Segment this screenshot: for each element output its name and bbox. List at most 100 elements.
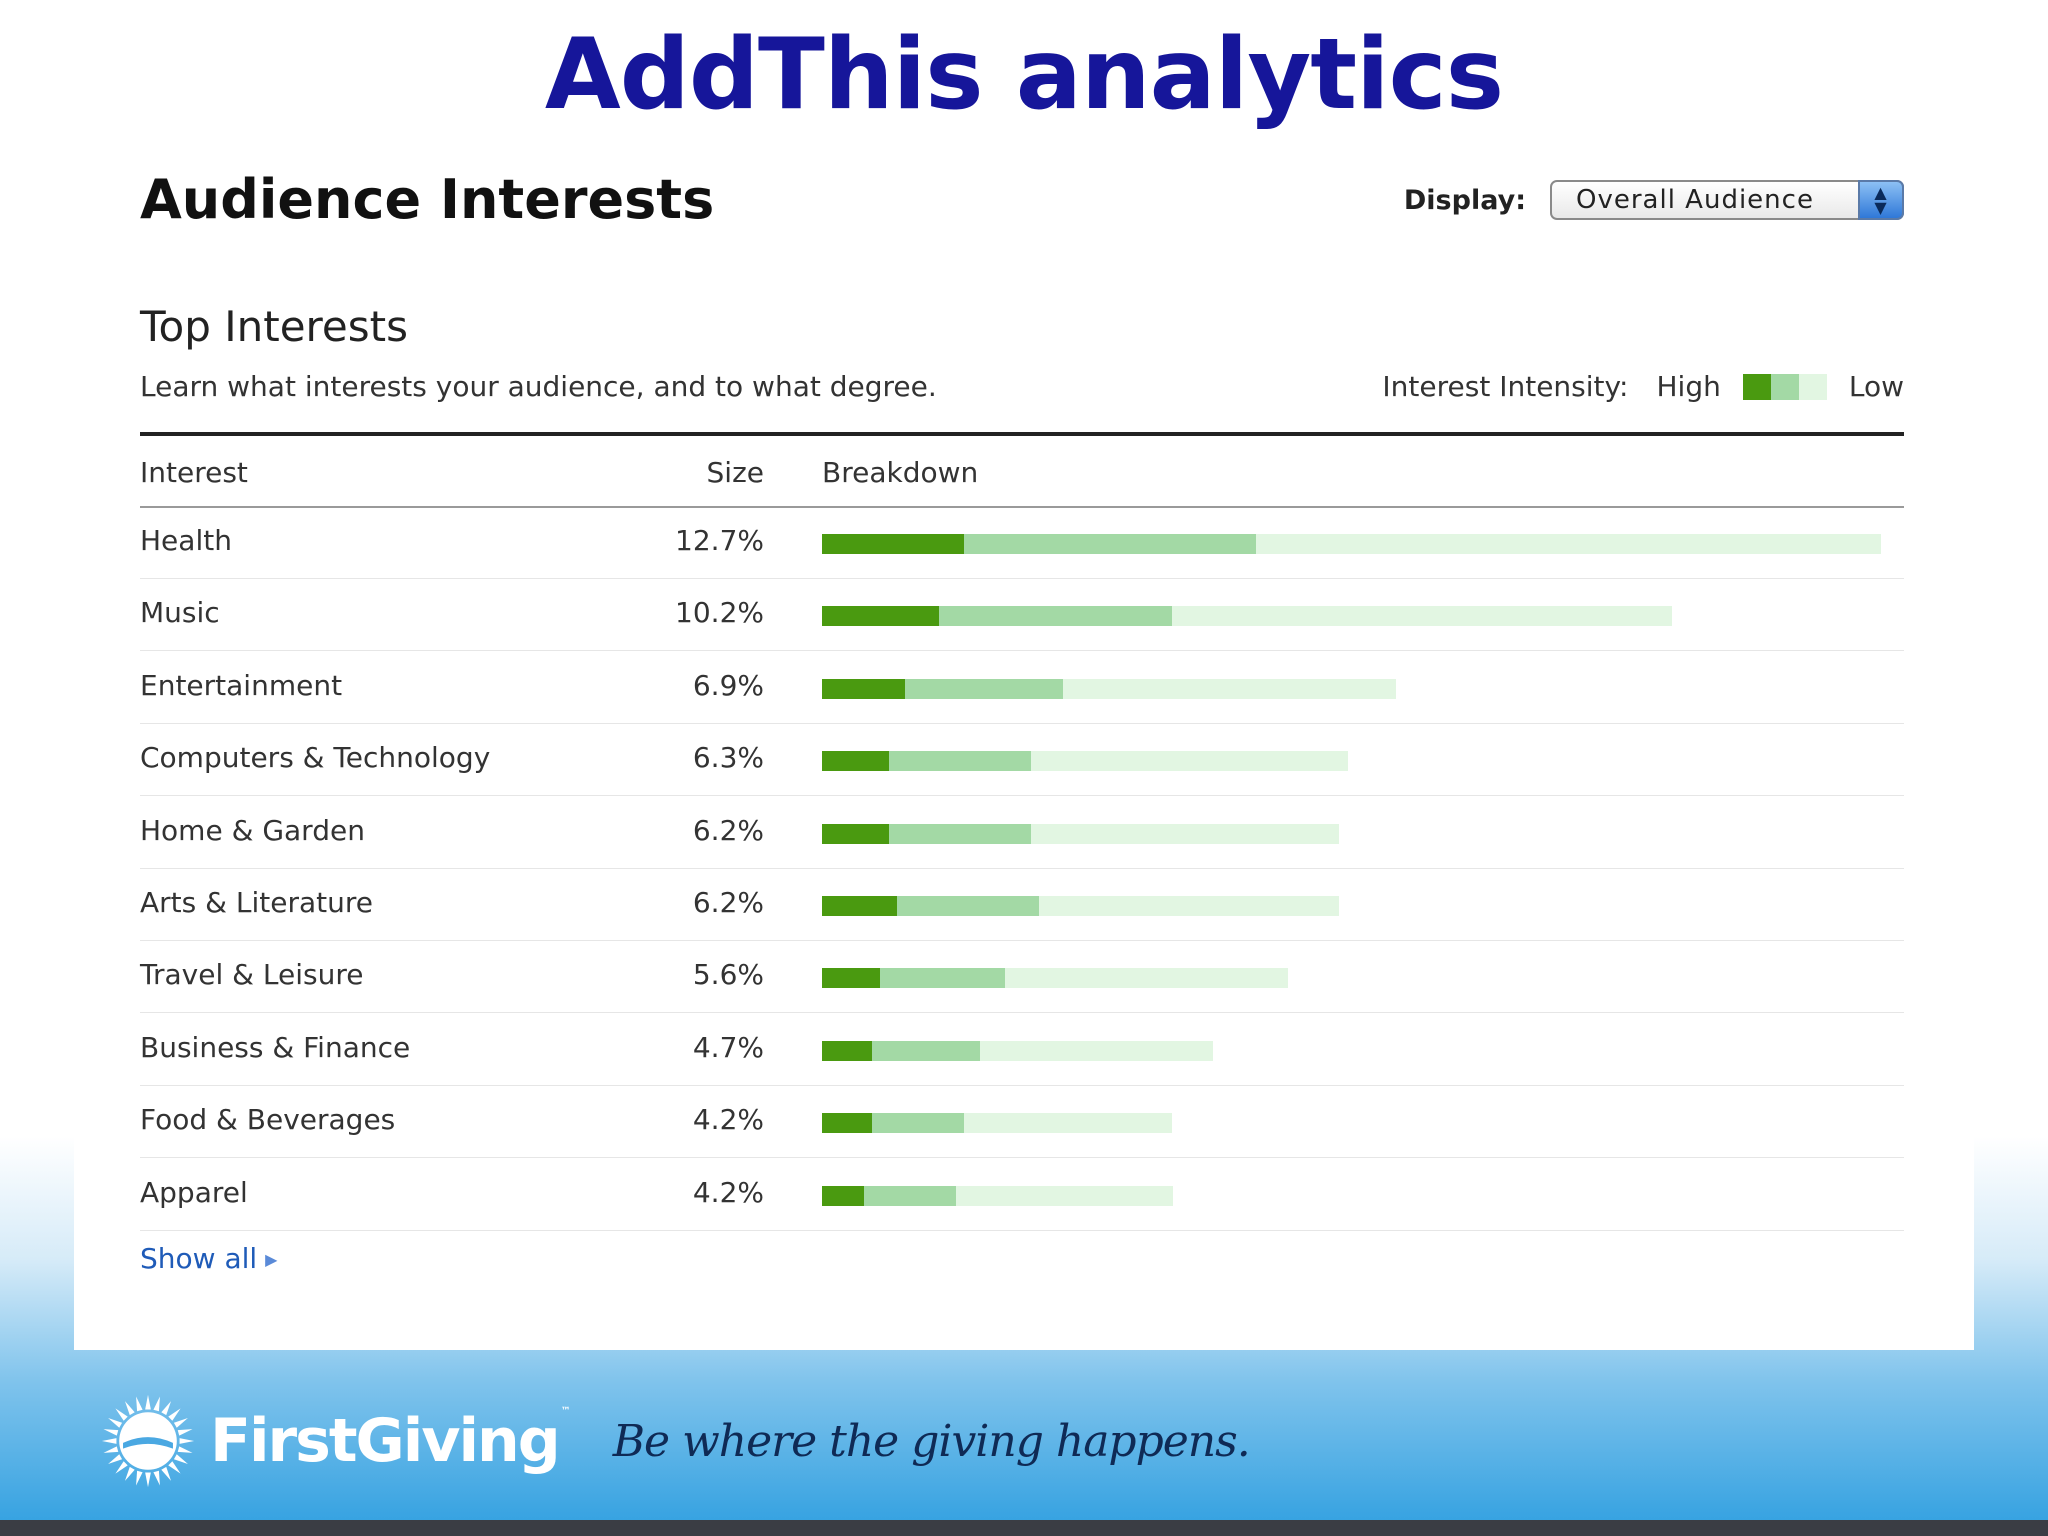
- interest-size: 6.2%: [692, 885, 764, 919]
- breakdown-bar: [822, 1185, 1173, 1206]
- bar-segment-high: [822, 1040, 872, 1061]
- bar-segment-high: [822, 968, 880, 989]
- bar-segment-mid: [939, 606, 1172, 627]
- section-title: Top Interests: [140, 302, 408, 351]
- bar-segment-low: [1005, 968, 1288, 989]
- bar-segment-low: [1172, 606, 1672, 627]
- audience-select-value: Overall Audience: [1576, 185, 1814, 215]
- table-row: Home & Garden 6.2%: [140, 798, 1904, 869]
- tagline: Be where the giving happens.: [612, 1415, 1251, 1467]
- bar-segment-mid: [872, 1040, 980, 1061]
- interest-size: 10.2%: [675, 596, 764, 630]
- interest-size: 6.2%: [692, 813, 764, 847]
- table-top-rule: [140, 432, 1904, 436]
- bar-segment-high: [822, 895, 897, 916]
- breakdown-bar: [822, 1113, 1172, 1134]
- bar-segment-high: [822, 534, 964, 554]
- interest-size: 4.2%: [692, 1175, 764, 1209]
- swatch-high: [1742, 373, 1771, 400]
- swatch-low: [1798, 373, 1827, 400]
- bar-segment-high: [822, 1185, 864, 1206]
- show-all-link[interactable]: Show all ▶: [140, 1242, 277, 1275]
- intensity-high-label: High: [1656, 370, 1721, 403]
- display-control: Display: Overall Audience ▲ ▼: [1404, 180, 1904, 220]
- table-row: Health 12.7%: [140, 508, 1904, 579]
- slide-title: AddThis analytics: [544, 18, 1504, 132]
- bar-segment-low: [1039, 895, 1339, 916]
- interest-size: 12.7%: [675, 524, 764, 557]
- interest-size: 4.7%: [692, 1030, 764, 1064]
- bar-segment-low: [964, 1113, 1172, 1134]
- bar-segment-mid: [964, 534, 1256, 554]
- bar-segment-high: [822, 823, 889, 844]
- interest-name: Home & Garden: [140, 813, 365, 847]
- interest-size: 6.3%: [692, 741, 764, 775]
- bar-segment-low: [956, 1185, 1173, 1206]
- interest-name: Travel & Leisure: [140, 958, 364, 992]
- bar-segment-low: [980, 1040, 1213, 1061]
- section-subtitle: Learn what interests your audience, and …: [140, 370, 937, 403]
- bar-segment-high: [822, 751, 889, 772]
- intensity-low-label: Low: [1848, 370, 1904, 403]
- interest-name: Music: [140, 596, 220, 630]
- interest-name: Food & Beverages: [140, 1103, 396, 1137]
- interest-name: Entertainment: [140, 668, 343, 702]
- table-row: Entertainment 6.9%: [140, 653, 1904, 724]
- triangle-right-icon: ▶: [265, 1250, 278, 1269]
- breakdown-bar: [822, 968, 1288, 989]
- bottom-strip: [0, 1520, 2048, 1536]
- column-header-size: Size: [706, 456, 764, 489]
- bar-segment-mid: [872, 1113, 964, 1134]
- brand-name-text: FirstGiving: [210, 1406, 561, 1476]
- bar-segment-low: [1031, 823, 1339, 844]
- table-row: Arts & Literature 6.2%: [140, 870, 1904, 941]
- breakdown-bar: [822, 606, 1672, 627]
- bar-segment-mid: [897, 895, 1039, 916]
- table-row: Business & Finance 4.7%: [140, 1015, 1904, 1086]
- intensity-label: Interest Intensity:: [1382, 370, 1629, 403]
- bar-segment-low: [1063, 678, 1396, 699]
- breakdown-bar: [822, 895, 1339, 916]
- footer-branding: FirstGiving ™ Be where the giving happens…: [100, 1386, 1251, 1496]
- bar-segment-mid: [880, 968, 1005, 989]
- swatch-mid: [1770, 373, 1799, 400]
- column-header-interest: Interest: [140, 456, 248, 489]
- bar-segment-mid: [889, 823, 1031, 844]
- bar-segment-high: [822, 678, 905, 699]
- column-header-breakdown: Breakdown: [822, 456, 979, 489]
- interest-size: 6.9%: [692, 668, 764, 702]
- display-label: Display:: [1403, 184, 1526, 216]
- interest-name: Apparel: [140, 1175, 248, 1209]
- breakdown-bar: [822, 1040, 1213, 1061]
- audience-select[interactable]: Overall Audience ▲ ▼: [1550, 180, 1904, 220]
- show-all-label: Show all: [140, 1242, 258, 1275]
- bar-segment-mid: [889, 751, 1031, 772]
- table-row: Travel & Leisure 5.6%: [140, 942, 1904, 1014]
- bar-segment-high: [822, 606, 939, 627]
- bar-segment-mid: [905, 678, 1063, 699]
- updown-arrows-icon[interactable]: ▲ ▼: [1858, 180, 1904, 220]
- bar-segment-high: [822, 1113, 872, 1134]
- audience-interests-panel: Audience Interests Display: Overall Audi…: [74, 150, 1974, 1350]
- interest-name: Arts & Literature: [140, 885, 373, 919]
- interest-name: Computers & Technology: [140, 741, 491, 775]
- breakdown-bar: [822, 823, 1339, 844]
- intensity-legend: Interest Intensity: High Low: [1382, 370, 1904, 403]
- interest-size: 4.2%: [692, 1103, 764, 1137]
- interest-name: Health: [140, 524, 232, 557]
- interest-name: Business & Finance: [140, 1030, 411, 1064]
- breakdown-bar: [822, 534, 1881, 554]
- table-row: Computers & Technology 6.3%: [140, 725, 1904, 797]
- table-row: Apparel 4.2%: [140, 1160, 1904, 1231]
- bar-segment-low: [1256, 534, 1881, 554]
- bar-segment-mid: [864, 1185, 956, 1206]
- sun-logo-icon: [101, 1394, 195, 1488]
- bar-segment-low: [1031, 751, 1348, 772]
- breakdown-bar: [822, 751, 1348, 772]
- breakdown-bar: [822, 678, 1396, 699]
- table-header: Interest Size Breakdown: [140, 450, 1904, 508]
- interest-size: 5.6%: [692, 958, 764, 992]
- table-row: Food & Beverages 4.2%: [140, 1087, 1904, 1159]
- intensity-swatches: [1742, 373, 1827, 400]
- interest-table-body: Health 12.7% Music 10.2% Entertainment 6.9% Co…: [140, 508, 1904, 1232]
